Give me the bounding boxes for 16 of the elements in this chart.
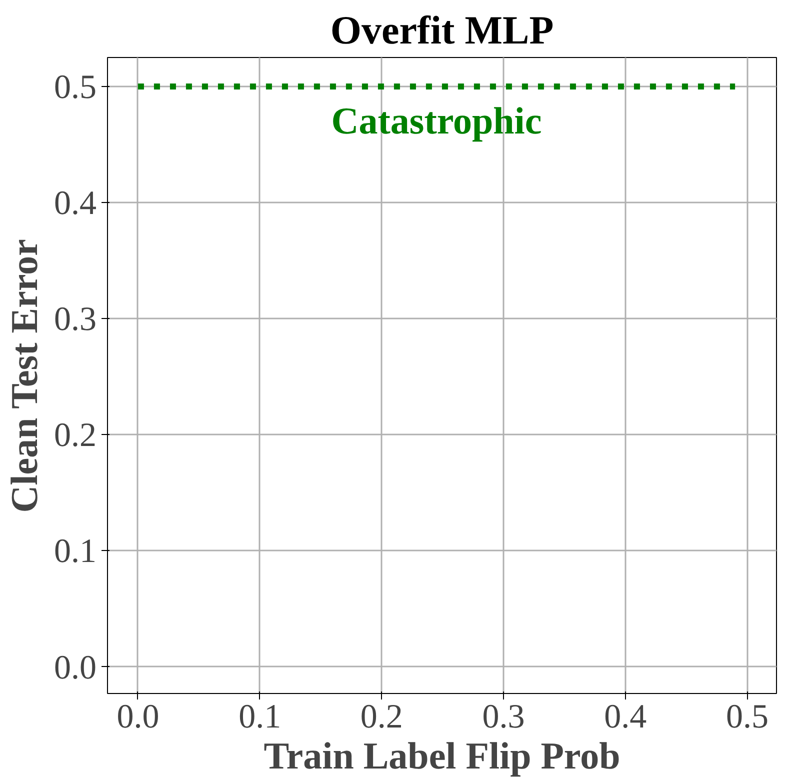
y-tick-label: 0.1 (54, 533, 96, 570)
x-axis-title: Train Label Flip Prob (264, 736, 620, 778)
x-tick-label: 0.4 (604, 698, 647, 736)
y-tick-label: 0.4 (54, 185, 96, 222)
y-axis-title: Clean Test Error (4, 238, 46, 513)
x-tick-label: 0.3 (482, 698, 525, 736)
y-tick-label: 0.3 (54, 301, 96, 338)
y-tick-label: 0.2 (54, 417, 96, 454)
chart-title: Overfit MLP (330, 8, 554, 52)
x-tick-label: 0.1 (238, 698, 282, 736)
series-label: Catastrophic (331, 100, 542, 143)
y-tick-label: 0.5 (54, 69, 96, 106)
x-tick-label: 0.0 (116, 698, 160, 736)
x-tick-label: 0.2 (360, 698, 403, 736)
y-tick-label: 0.0 (54, 649, 96, 686)
x-tick-label: 0.5 (726, 698, 769, 736)
